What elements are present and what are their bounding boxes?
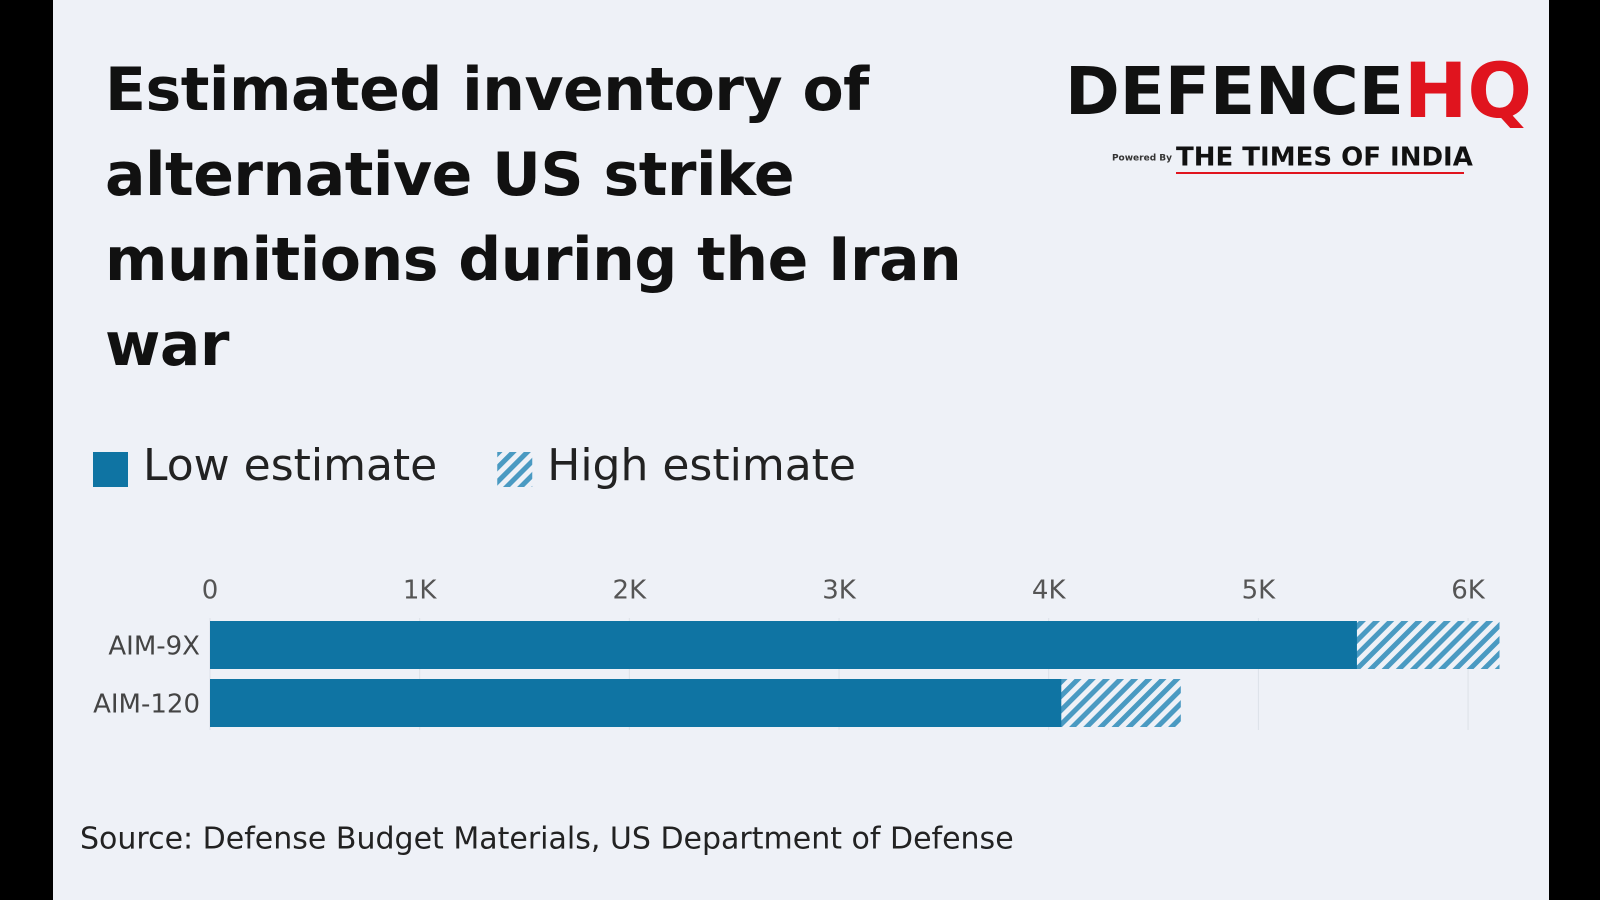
legend-swatch (497, 452, 533, 487)
bar (210, 679, 1062, 727)
partner: THE TIMES OF INDIA (1176, 143, 1473, 173)
legend-label: Low estimate (143, 440, 437, 491)
y-tick-label: AIM-120 (93, 690, 200, 720)
legend-label: High estimate (547, 440, 856, 491)
x-tick-label: 4K (1032, 576, 1067, 606)
y-tick-label: AIM-9X (108, 632, 200, 662)
powered-by: Powered By (1112, 154, 1172, 164)
bar (210, 621, 1357, 669)
x-tick-label: 1K (403, 576, 438, 606)
brand-name: DEFENCE (1065, 53, 1404, 130)
panel (53, 0, 1549, 900)
brand: DEFENCEHQ (1065, 46, 1532, 135)
source: Source: Defense Budget Materials, US Dep… (80, 822, 1014, 857)
x-tick-label: 2K (613, 576, 648, 606)
x-tick-label: 3K (822, 576, 857, 606)
x-tick-label: 0 (202, 576, 219, 606)
legend-swatch (93, 452, 128, 487)
chart-title: Estimated inventory of alternative US st… (105, 55, 962, 380)
x-tick-label: 5K (1242, 576, 1277, 606)
x-tick-label: 6K (1451, 576, 1486, 606)
brand-highlight: HQ (1404, 46, 1532, 135)
